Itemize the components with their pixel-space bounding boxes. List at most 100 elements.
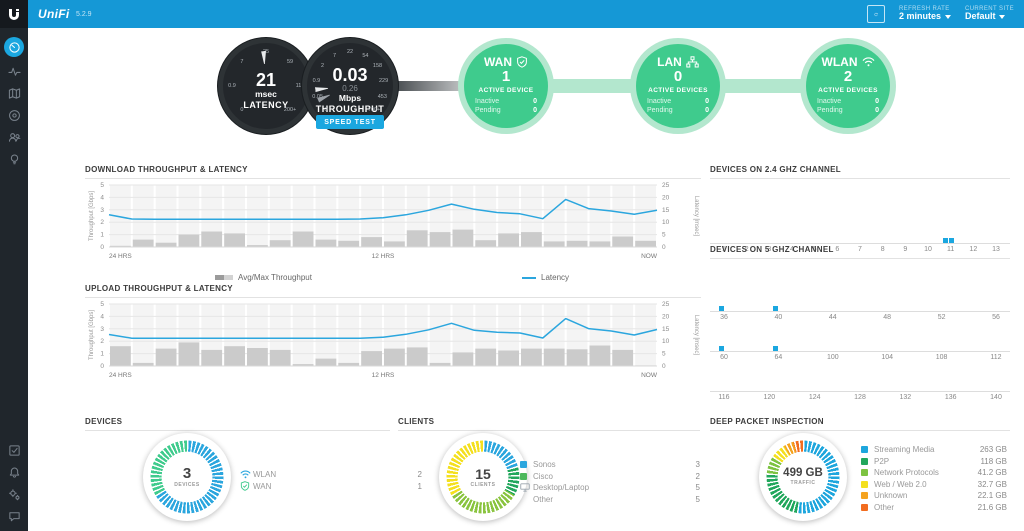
dpi-traffic-value: 499 GB bbox=[783, 466, 823, 479]
clients-count: 15 bbox=[475, 465, 491, 482]
refresh-button[interactable] bbox=[866, 5, 885, 23]
legend-value: 21.6 GB bbox=[977, 502, 1007, 512]
node-status-row: Inactive 0 bbox=[817, 97, 879, 105]
gauge-tick-label: 116 bbox=[295, 83, 305, 89]
svg-text:25: 25 bbox=[662, 182, 670, 189]
sidebar-item-insights[interactable] bbox=[0, 148, 28, 170]
sidebar-item-map[interactable] bbox=[0, 82, 28, 104]
channel-baseline bbox=[710, 243, 1010, 244]
ubiquiti-u-icon bbox=[9, 9, 19, 20]
legend-color-swatch bbox=[861, 446, 868, 454]
channel-label: 128 bbox=[854, 394, 866, 401]
devices-count: 3 bbox=[182, 465, 192, 482]
throughput-value: 0.03 bbox=[332, 64, 368, 85]
channel-row: 60 64 100 104 108 112 bbox=[710, 331, 1010, 361]
legend-bars-label: Avg/Max Throughput bbox=[238, 273, 312, 282]
legend-item: P2P 118 GB bbox=[861, 456, 1007, 468]
node-status-row: Inactive 0 bbox=[647, 97, 709, 105]
wifi-icon bbox=[862, 57, 874, 67]
gauge-needle bbox=[317, 92, 332, 104]
legend-item: WLAN 2 bbox=[240, 469, 422, 481]
dpi-panel-title: DEEP PACKET INSPECTION bbox=[710, 417, 1010, 431]
legend-color-swatch bbox=[520, 472, 527, 480]
legend-item: Unknown 22.1 GB bbox=[861, 490, 1007, 502]
node-status-row: Inactive 0 bbox=[475, 97, 537, 105]
sidebar-item-devices[interactable] bbox=[0, 104, 28, 126]
refresh-rate-dropdown[interactable]: REFRESH RATE 2 minutes bbox=[899, 6, 951, 22]
dpi-donut: 499 GB TRAFFIC bbox=[759, 433, 847, 521]
gears-icon bbox=[8, 488, 19, 500]
latency-unit: msec bbox=[255, 88, 277, 99]
legend-item: Desktop/Laptop 5 bbox=[520, 482, 700, 494]
node-title: WLAN bbox=[821, 55, 858, 70]
sidebar-item-dashboard[interactable] bbox=[0, 34, 28, 60]
upload-chart-title: UPLOAD THROUGHPUT & LATENCY bbox=[85, 284, 701, 298]
refresh-rate-value: 2 minutes bbox=[898, 11, 941, 22]
sidebar-item-events[interactable] bbox=[0, 439, 28, 461]
sidebar-item-statistics[interactable] bbox=[0, 60, 28, 82]
map-icon bbox=[8, 87, 20, 99]
legend-label: Other bbox=[533, 494, 554, 504]
svg-text:3: 3 bbox=[100, 207, 104, 214]
legend-value: 2 bbox=[417, 470, 422, 480]
node-active-count: 1 bbox=[501, 68, 511, 86]
svg-text:4: 4 bbox=[100, 194, 104, 201]
node-title: LAN bbox=[657, 55, 682, 70]
channel-label: 13 bbox=[992, 246, 1000, 253]
lan-node[interactable]: LAN 0 ACTIVE DEVICES Inactive 0 Pending 0 bbox=[630, 38, 726, 134]
svg-text:5: 5 bbox=[100, 301, 104, 308]
legend-item: Streaming Media 263 GB bbox=[861, 444, 1007, 456]
svg-text:Throughput [Gbps]: Throughput [Gbps] bbox=[89, 310, 95, 360]
channel-label: 8 bbox=[880, 246, 885, 253]
current-site-dropdown[interactable]: CURRENT SITE Default bbox=[965, 6, 1014, 22]
svg-text:24 HRS: 24 HRS bbox=[109, 253, 132, 260]
ap-channel-marker bbox=[719, 306, 724, 311]
channels-5ghz-rows: 36 40 44 48 52 56 60 64 100 104 108 112 116 120 124 128… bbox=[710, 259, 1010, 401]
speed-test-button[interactable]: SPEED TEST bbox=[316, 115, 384, 129]
channels-5ghz-panel: DEVICES ON 5 GHZ CHANNEL 36 40 44 48 52 56 60 6… bbox=[710, 245, 1010, 401]
gauge-tick-label: 7 bbox=[240, 58, 244, 65]
legend-label: Sonos bbox=[533, 460, 556, 470]
sidebar-item-clients[interactable] bbox=[0, 126, 28, 148]
wlan-node[interactable]: WLAN 2 ACTIVE DEVICES Inactive 0 Pending 0 bbox=[800, 38, 896, 134]
channel-baseline bbox=[710, 391, 1010, 392]
sidebar-item-settings[interactable] bbox=[0, 483, 28, 505]
gauge-tick-label: 0 bbox=[324, 107, 328, 114]
svg-text:NOW: NOW bbox=[641, 253, 658, 260]
svg-text:Latency [msec]: Latency [msec] bbox=[693, 315, 699, 356]
channels-24ghz-title: DEVICES ON 2.4 GHZ CHANNEL bbox=[710, 165, 1010, 179]
svg-text:3: 3 bbox=[100, 326, 104, 333]
gauge-to-wan-connector bbox=[390, 81, 468, 91]
shield-check-icon bbox=[240, 481, 250, 492]
gauge-tick-label: 453 bbox=[377, 93, 387, 100]
latency-line-swatch bbox=[522, 276, 536, 279]
legend-value: 263 GB bbox=[979, 445, 1007, 455]
gauge-tick-label: 54 bbox=[362, 52, 369, 59]
clients-donut: 15 CLIENTS bbox=[439, 433, 527, 521]
sidebar-item-alerts[interactable] bbox=[0, 461, 28, 483]
download-chart-legend: Avg/Max Throughput Latency bbox=[85, 273, 701, 287]
legend-item: Sonos 3 bbox=[520, 459, 700, 471]
latency-label: LATENCY bbox=[243, 99, 289, 110]
wan-lan-connector bbox=[548, 79, 638, 93]
svg-text:1: 1 bbox=[100, 351, 104, 358]
lan-icon bbox=[686, 56, 699, 68]
sidebar-item-chat[interactable] bbox=[0, 505, 28, 527]
channel-label: 10 bbox=[924, 246, 932, 253]
monitor-icon bbox=[520, 483, 530, 492]
throughput-secondary-value: 0.26 bbox=[342, 83, 358, 93]
channel-row: 1 2 3 4 5 6 7 8 9 10 11 12 13 bbox=[710, 223, 1010, 253]
dpi-traffic-label: TRAFFIC bbox=[790, 480, 816, 487]
upload-chart: 0 1 2 3 4 5 0 5 10 15 20 25 24 HRS 12 HRS NOW Throughpu… bbox=[85, 301, 701, 392]
wan-node[interactable]: WAN 1 ACTIVE DEVICE Inactive 0 Pending 0 bbox=[458, 38, 554, 134]
legend-value: 32.7 GB bbox=[977, 479, 1007, 489]
legend-value: 41.2 GB bbox=[977, 468, 1007, 478]
gauge-tick-label: 700+ bbox=[367, 107, 381, 114]
svg-text:4: 4 bbox=[100, 313, 104, 320]
legend-value: 5 bbox=[695, 494, 700, 504]
channel-row: 36 40 44 48 52 56 bbox=[710, 291, 1010, 321]
svg-text:24 HRS: 24 HRS bbox=[109, 372, 132, 379]
top-bar: UniFi 5.2.9 REFRESH RATE 2 minutes CURRE… bbox=[0, 0, 1024, 28]
devices-legend: WLAN 2 WAN 1 bbox=[240, 469, 422, 492]
channel-label: 40 bbox=[774, 314, 783, 321]
